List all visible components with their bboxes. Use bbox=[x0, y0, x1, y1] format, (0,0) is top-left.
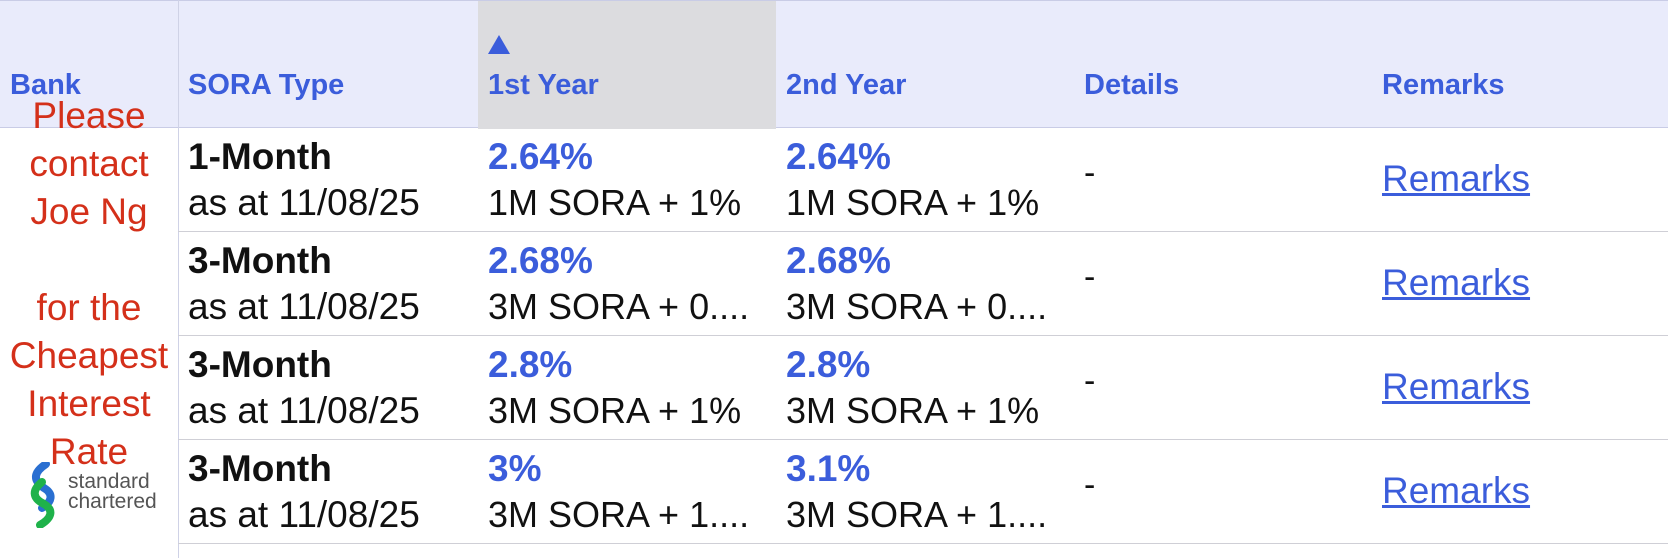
second-year-rate: 2.68% bbox=[786, 240, 891, 281]
column-header-bank[interactable]: Bank bbox=[0, 1, 178, 129]
sora-type: 1-Month bbox=[188, 136, 332, 177]
table-row[interactable]: 1-Month as at 11/08/25 2.64% 1M SORA + 1… bbox=[178, 128, 1668, 232]
sora-type-cell: 3-Month as at 11/08/25 bbox=[178, 336, 478, 440]
table-row[interactable]: 3-Month as at 11/08/25 2.8% 3M SORA + 1%… bbox=[178, 336, 1668, 440]
first-year-cell: 3% 3M SORA + 1.... bbox=[478, 440, 776, 544]
second-year-formula: 1M SORA + 1% bbox=[786, 182, 1040, 223]
first-year-cell: 2.68% 3M SORA + 0.... bbox=[478, 232, 776, 336]
column-header-remarks[interactable]: Remarks bbox=[1372, 1, 1668, 129]
as-at-date: as at 11/08/25 bbox=[188, 390, 420, 431]
sora-type-cell: 1-Month as at 11/08/25 bbox=[178, 128, 478, 232]
second-year-cell: 2.64% 1M SORA + 1% bbox=[776, 128, 1074, 232]
first-year-cell: 2.8% 3M SORA + 1% bbox=[478, 336, 776, 440]
details-value: - bbox=[1084, 258, 1096, 296]
column-header-2nd-year[interactable]: 2nd Year bbox=[776, 1, 1074, 129]
details-value: - bbox=[1084, 362, 1096, 400]
first-year-rate: 2.64% bbox=[488, 136, 593, 177]
sora-type-cell: 3-Month as at 11/08/25 bbox=[178, 440, 478, 544]
first-year-formula: 3M SORA + 0.... bbox=[488, 286, 750, 327]
first-year-formula: 1M SORA + 1% bbox=[488, 182, 742, 223]
second-year-cell: 2.8% 3M SORA + 1% bbox=[776, 336, 1074, 440]
first-year-rate: 2.8% bbox=[488, 344, 573, 385]
sort-ascending-icon bbox=[488, 35, 510, 54]
column-header-label: 2nd Year bbox=[786, 69, 907, 101]
column-divider bbox=[178, 0, 179, 558]
table-header: Bank SORA Type 1st Year 2nd Year Details… bbox=[0, 0, 1668, 129]
first-year-rate: 3% bbox=[488, 448, 542, 489]
bank-promo-text: Please contact Joe Ng for the Cheapest I… bbox=[9, 95, 169, 472]
second-year-cell: 3.1% 3M SORA + 1.... bbox=[776, 440, 1074, 544]
column-header-label: Remarks bbox=[1382, 69, 1505, 101]
remarks-link[interactable]: Remarks bbox=[1382, 470, 1531, 511]
details-value: - bbox=[1084, 154, 1096, 192]
second-year-formula: 3M SORA + 1% bbox=[786, 390, 1040, 431]
first-year-cell: 2.64% 1M SORA + 1% bbox=[478, 128, 776, 232]
remarks-link[interactable]: Remarks bbox=[1382, 366, 1531, 407]
remarks-cell: Remarks bbox=[1372, 232, 1668, 336]
table-row[interactable]: 3-Month as at 11/08/25 3% 3M SORA + 1...… bbox=[178, 440, 1668, 544]
details-value: - bbox=[1084, 466, 1096, 504]
column-header-label: 1st Year bbox=[488, 69, 599, 101]
details-cell: - bbox=[1074, 232, 1372, 336]
column-header-1st-year[interactable]: 1st Year bbox=[478, 1, 776, 129]
remarks-cell: Remarks bbox=[1372, 128, 1668, 232]
remarks-link[interactable]: Remarks bbox=[1382, 158, 1531, 199]
logo-text: standard chartered bbox=[68, 470, 157, 513]
as-at-date: as at 11/08/25 bbox=[188, 182, 420, 223]
remarks-cell: Remarks bbox=[1372, 440, 1668, 544]
column-header-sora-type[interactable]: SORA Type bbox=[178, 1, 478, 129]
first-year-formula: 3M SORA + 1% bbox=[488, 390, 742, 431]
second-year-formula: 3M SORA + 1.... bbox=[786, 494, 1048, 535]
details-cell: - bbox=[1074, 128, 1372, 232]
remarks-link[interactable]: Remarks bbox=[1382, 262, 1531, 303]
second-year-rate: 2.8% bbox=[786, 344, 871, 385]
logo-text-line: chartered bbox=[68, 490, 157, 513]
second-year-cell: 2.68% 3M SORA + 0.... bbox=[776, 232, 1074, 336]
column-header-label: Details bbox=[1084, 69, 1180, 101]
first-year-rate: 2.68% bbox=[488, 240, 593, 281]
details-cell: - bbox=[1074, 440, 1372, 544]
first-year-formula: 3M SORA + 1.... bbox=[488, 494, 750, 535]
as-at-date: as at 11/08/25 bbox=[188, 286, 420, 327]
column-header-details[interactable]: Details bbox=[1074, 1, 1372, 129]
column-header-label: Bank bbox=[10, 69, 81, 101]
logo-text-line: standard bbox=[68, 470, 150, 493]
remarks-cell: Remarks bbox=[1372, 336, 1668, 440]
column-header-label: SORA Type bbox=[188, 69, 345, 101]
as-at-date: as at 11/08/25 bbox=[188, 494, 420, 535]
standard-chartered-logo-icon bbox=[30, 460, 55, 529]
table-row[interactable]: 3-Month as at 11/08/25 2.68% 3M SORA + 0… bbox=[178, 232, 1668, 336]
sora-type-cell: 3-Month as at 11/08/25 bbox=[178, 232, 478, 336]
sora-type: 3-Month bbox=[188, 344, 332, 385]
second-year-rate: 3.1% bbox=[786, 448, 871, 489]
standard-chartered-logo: standard chartered bbox=[24, 460, 158, 529]
sora-type: 3-Month bbox=[188, 448, 332, 489]
sora-type: 3-Month bbox=[188, 240, 332, 281]
second-year-formula: 3M SORA + 0.... bbox=[786, 286, 1048, 327]
details-cell: - bbox=[1074, 336, 1372, 440]
second-year-rate: 2.64% bbox=[786, 136, 891, 177]
